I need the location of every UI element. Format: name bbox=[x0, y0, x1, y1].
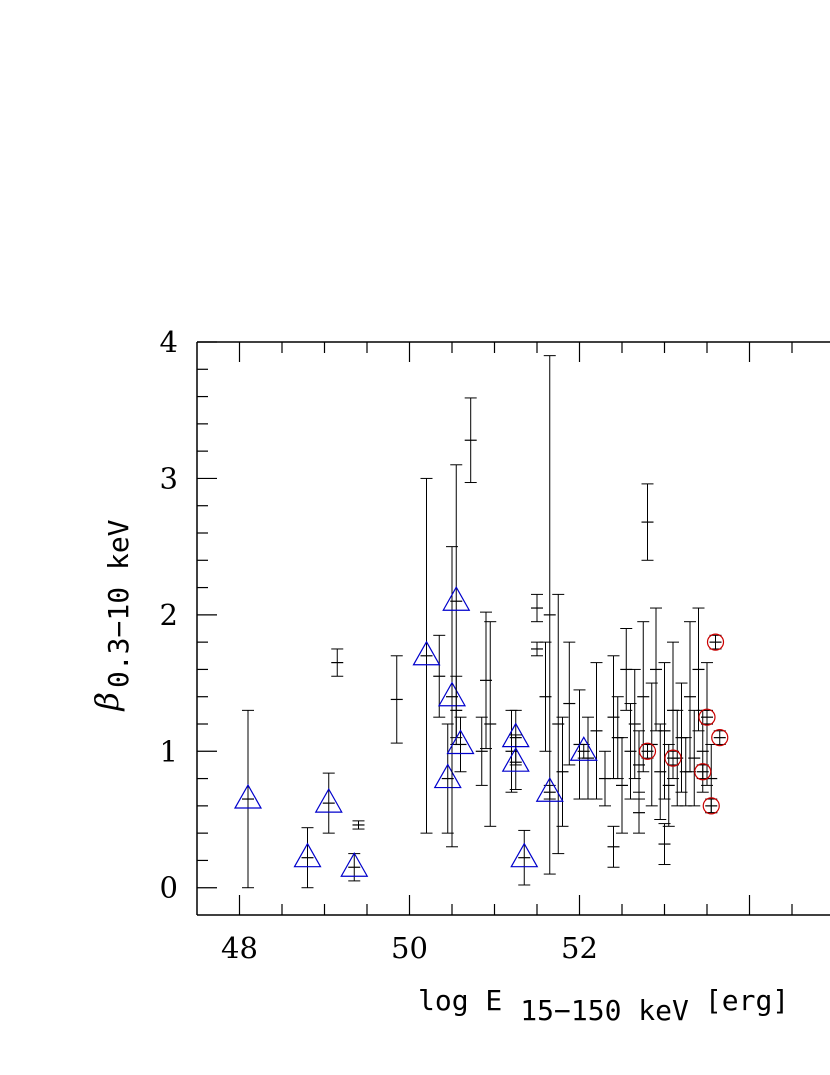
x-tick-label: 50 bbox=[391, 931, 428, 965]
data-point bbox=[464, 397, 477, 484]
y-tick-label: 0 bbox=[160, 871, 178, 905]
data-point bbox=[484, 621, 497, 827]
data-point bbox=[314, 772, 343, 834]
circle-marker bbox=[702, 797, 720, 815]
data-point bbox=[531, 641, 543, 657]
y-tick-label: 3 bbox=[160, 461, 178, 495]
y-tick-label: 4 bbox=[160, 325, 178, 359]
y-axis-subscript: 0.3−10 keV bbox=[102, 519, 135, 688]
data-point bbox=[590, 662, 603, 800]
data-point bbox=[563, 641, 576, 766]
y-tick-label: 1 bbox=[160, 734, 178, 768]
data-point bbox=[607, 825, 620, 868]
triangle-marker bbox=[314, 787, 343, 813]
data-point bbox=[664, 749, 682, 767]
data-marks bbox=[233, 355, 729, 889]
data-point bbox=[535, 776, 564, 802]
y-axis-symbol: β bbox=[88, 692, 126, 712]
triangle-marker bbox=[501, 746, 530, 772]
x-tick-label: 48 bbox=[221, 931, 258, 965]
x-tick-label: 52 bbox=[561, 931, 598, 965]
data-point bbox=[694, 763, 712, 781]
data-point bbox=[552, 593, 565, 855]
circle-marker bbox=[698, 708, 716, 726]
data-point bbox=[702, 797, 720, 815]
data-point bbox=[340, 852, 369, 882]
data-point bbox=[638, 742, 657, 760]
triangle-marker bbox=[535, 776, 564, 802]
data-point bbox=[641, 483, 654, 561]
data-point bbox=[616, 737, 628, 834]
data-point bbox=[501, 734, 530, 790]
data-point bbox=[698, 708, 716, 726]
circle-marker bbox=[638, 742, 657, 760]
y-axis-label: β 0.3−10 keV bbox=[88, 519, 135, 711]
x-axis-unit: [erg] bbox=[705, 984, 789, 1017]
data-point bbox=[352, 820, 365, 830]
circle-marker bbox=[664, 749, 682, 767]
data-point bbox=[293, 827, 322, 889]
data-point bbox=[433, 634, 446, 718]
data-point bbox=[628, 668, 641, 780]
data-point bbox=[556, 716, 569, 827]
data-point bbox=[658, 662, 671, 800]
data-point bbox=[569, 736, 598, 761]
triangle-marker bbox=[293, 842, 322, 868]
data-point bbox=[412, 477, 441, 834]
triangle-marker bbox=[510, 842, 539, 868]
circle-marker bbox=[711, 729, 729, 747]
data-point bbox=[510, 829, 539, 886]
y-tick-label: 2 bbox=[160, 598, 178, 632]
triangle-marker bbox=[437, 681, 467, 707]
triangle-marker bbox=[412, 640, 441, 666]
circle-marker bbox=[706, 633, 725, 651]
data-point bbox=[706, 633, 725, 651]
triangle-marker bbox=[442, 585, 471, 611]
data-point bbox=[433, 723, 462, 834]
data-point bbox=[531, 593, 543, 623]
triangle-marker bbox=[446, 729, 475, 755]
circle-marker bbox=[694, 763, 712, 781]
data-point bbox=[331, 648, 344, 677]
data-point bbox=[637, 621, 650, 773]
data-point bbox=[658, 823, 671, 866]
data-point bbox=[233, 709, 263, 889]
plot-frame bbox=[196, 341, 830, 916]
triangle-marker bbox=[233, 783, 263, 809]
triangle-marker bbox=[340, 852, 369, 877]
data-point bbox=[650, 607, 662, 732]
data-point bbox=[390, 655, 403, 744]
axis-ticks bbox=[197, 341, 793, 915]
tick-labels: 48 50 52 0 1 2 3 4 bbox=[160, 325, 598, 965]
data-point bbox=[633, 791, 645, 834]
x-axis-prefix: log E bbox=[418, 984, 502, 1017]
data-point bbox=[437, 546, 467, 848]
triangle-marker bbox=[433, 763, 462, 789]
data-point bbox=[446, 716, 475, 773]
triangle-marker bbox=[569, 736, 598, 761]
x-axis-subscript: 15−150 keV bbox=[520, 994, 689, 1027]
data-point bbox=[711, 729, 729, 747]
x-axis-label: log E 15−150 keV [erg] bbox=[418, 984, 789, 1027]
